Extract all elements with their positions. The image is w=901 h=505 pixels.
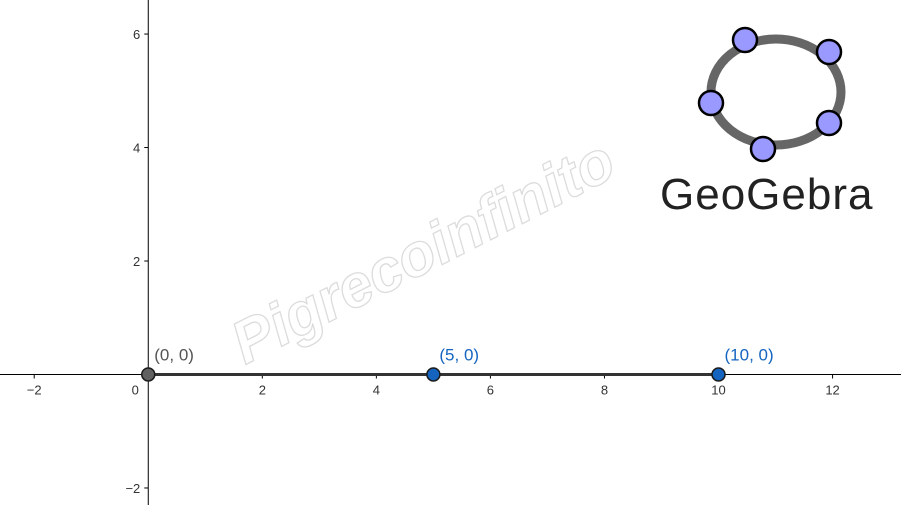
x-tick-label: 8 xyxy=(601,382,608,397)
geogebra-logo: GeoGebra xyxy=(660,26,873,219)
watermark-text: Pigrecoinfinito xyxy=(220,126,625,376)
point-label: (0, 0) xyxy=(154,345,194,364)
x-tick-label: 10 xyxy=(711,382,725,397)
y-tick-label: 6 xyxy=(133,27,140,42)
logo-dot xyxy=(815,109,843,137)
point[interactable] xyxy=(141,367,156,382)
watermark: Pigrecoinfinito xyxy=(220,126,626,378)
point[interactable] xyxy=(426,367,441,382)
x-tick-label: 6 xyxy=(487,382,494,397)
y-tick-label: −2 xyxy=(125,481,140,496)
logo-dot xyxy=(749,135,777,163)
logo-dot xyxy=(815,38,843,66)
x-tick-label: 4 xyxy=(373,382,380,397)
point-label: (5, 0) xyxy=(439,345,479,364)
x-tick-label: −2 xyxy=(27,382,42,397)
y-tick-label: 2 xyxy=(133,254,140,269)
logo-text: GeoGebra xyxy=(660,170,873,219)
point[interactable] xyxy=(711,367,726,382)
point-label: (10, 0) xyxy=(725,345,774,364)
logo-dot xyxy=(697,89,725,117)
x-tick-label: 2 xyxy=(259,382,266,397)
points-layer[interactable]: (0, 0) (5, 0) (10, 0) xyxy=(141,345,774,382)
x-tick-label: 12 xyxy=(825,382,839,397)
x-tick-label: 0 xyxy=(132,382,139,397)
y-tick-label: 4 xyxy=(133,141,140,156)
logo-dot xyxy=(731,26,759,54)
